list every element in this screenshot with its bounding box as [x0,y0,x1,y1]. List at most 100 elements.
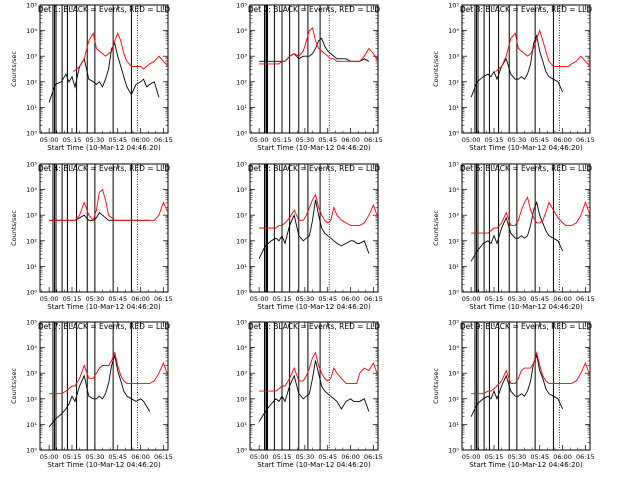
y-tick-label: 10³ [448,370,459,378]
panel-det-3: Det 3: BLACK = Events, RED = LLD Counts/s… [432,2,595,153]
y-tick-label: 10⁰ [26,289,37,297]
series-events [470,353,564,417]
y-tick-label: 10² [448,78,459,86]
x-tick-label: 05:00 [250,136,269,144]
x-tick-label: 06:00 [131,453,150,461]
panel-title: Det 7: BLACK = Events, RED = LLD [38,322,170,331]
y-tick-label: 10⁴ [26,186,37,194]
x-tick-label: 06:15 [576,453,595,461]
y-tick-label: 10³ [236,212,247,220]
x-tick-label: 05:30 [507,295,526,303]
x-tick-label: 05:00 [462,295,481,303]
panel-det-4: Det 4: BLACK = Events, RED = LLD Counts/s… [10,161,173,312]
x-tick-label: 05:15 [63,136,82,144]
y-tick-label: 10² [448,237,459,245]
series-events [48,355,151,428]
y-tick-label: 10⁴ [236,186,247,194]
plot-area [258,322,378,450]
plot-frame [249,321,379,451]
plot-frame [249,4,379,134]
plot-frame [39,163,169,293]
y-tick-label: 10³ [448,212,459,220]
series-lld [49,188,168,222]
y-tick-label: 10¹ [448,421,459,429]
x-tick-label: 06:00 [553,295,572,303]
y-tick-label: 10⁵ [26,161,37,169]
x-tick-label: 05:15 [273,453,292,461]
panel-title: Det 5: BLACK = Events, RED = LLD [248,164,380,173]
x-tick-label: 06:15 [364,295,383,303]
y-tick-label: 10² [448,395,459,403]
x-tick-label: 06:15 [154,295,173,303]
x-tick-label: 06:15 [576,136,595,144]
panel-title: Det 9: BLACK = Events, RED = LLD [460,322,592,331]
plot-area [470,164,590,292]
x-tick-label: 06:15 [364,136,383,144]
plot-area [470,5,590,133]
x-tick-label: 05:45 [318,136,337,144]
y-tick-label: 10⁴ [236,344,247,352]
y-tick-label: 10³ [448,53,459,61]
series-events [48,42,160,103]
panel-det-9: Det 9: BLACK = Events, RED = LLD Counts/s… [432,319,595,470]
panel-title: Det 3: BLACK = Events, RED = LLD [460,5,592,14]
plot-area [49,164,168,292]
series-events [258,360,370,423]
plot-frame [461,4,591,134]
plot-frame [249,163,379,293]
y-tick-label: 10⁵ [26,2,37,10]
series-lld [471,196,590,234]
x-tick-label: 05:45 [530,295,549,303]
series-lld [495,29,590,72]
y-tick-label: 10¹ [26,104,37,112]
panel-title: Det 4: BLACK = Events, RED = LLD [38,164,170,173]
y-tick-label: 10⁰ [236,447,247,455]
x-axis-label: Start Time (10-Mar-12 04:46:20) [257,303,371,311]
y-tick-label: 10⁰ [448,447,459,455]
y-axis-label: Counts/sec [432,51,440,87]
x-tick-label: 06:15 [364,453,383,461]
x-tick-label: 05:00 [40,453,59,461]
x-tick-label: 05:30 [507,453,526,461]
y-axis-label: Counts/sec [10,210,18,246]
y-tick-label: 10⁵ [448,2,459,10]
panel-det-7: Det 7: BLACK = Events, RED = LLD Counts/s… [10,319,173,470]
x-tick-label: 06:00 [341,295,360,303]
y-tick-label: 10³ [26,212,37,220]
y-tick-label: 10¹ [26,421,37,429]
x-tick-label: 06:00 [553,136,572,144]
y-tick-label: 10⁰ [26,447,37,455]
y-tick-label: 10⁰ [236,289,247,297]
x-axis-label: Start Time (10-Mar-12 04:46:20) [469,303,583,311]
y-tick-label: 10³ [236,53,247,61]
y-tick-label: 10³ [26,370,37,378]
y-tick-label: 10³ [26,53,37,61]
x-axis-label: Start Time (10-Mar-12 04:46:20) [47,144,161,152]
plot-frame [39,321,169,451]
y-tick-label: 10² [236,237,247,245]
x-tick-label: 05:45 [530,136,549,144]
panel-det-2: Det 2: BLACK = Events, RED = LLD 10⁰ 10¹ 10… [236,2,383,153]
plot-frame [39,4,169,134]
x-axis-label: Start Time (10-Mar-12 04:46:20) [469,144,583,152]
y-tick-label: 10¹ [236,263,247,271]
x-tick-label: 05:30 [85,453,104,461]
plot-area [470,322,590,450]
series-lld [73,31,168,72]
series-events [258,199,370,259]
x-tick-label: 05:45 [108,136,127,144]
y-tick-label: 10² [26,237,37,245]
x-tick-label: 05:00 [40,295,59,303]
y-tick-label: 10⁴ [448,344,459,352]
y-tick-label: 10⁴ [448,27,459,35]
x-tick-label: 05:30 [295,136,314,144]
x-axis-label: Start Time (10-Mar-12 04:46:20) [469,461,583,469]
y-tick-label: 10¹ [236,104,247,112]
y-tick-label: 10¹ [448,263,459,271]
plot-frame [461,321,591,451]
y-tick-label: 10⁴ [26,344,37,352]
y-tick-label: 10⁵ [448,161,459,169]
y-tick-label: 10² [236,78,247,86]
x-tick-label: 05:30 [85,295,104,303]
